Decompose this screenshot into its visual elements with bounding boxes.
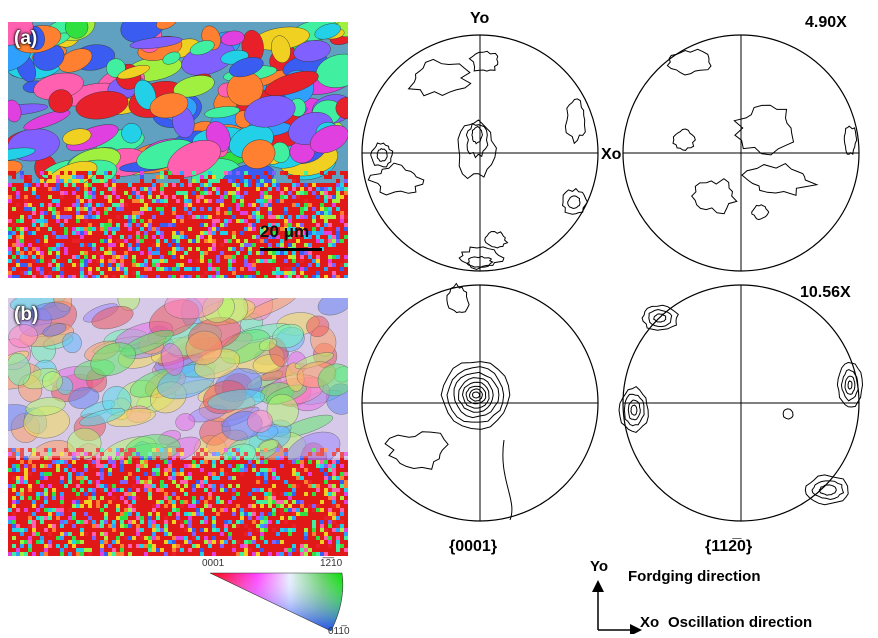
scale-bar — [260, 248, 322, 251]
ebsd-map-b-image — [8, 298, 348, 556]
pole-axis-xo-label: Xo — [601, 146, 622, 163]
pole-figures — [361, 34, 864, 522]
axes-key-arrows — [592, 580, 642, 634]
ipf-color-legend: 0001 1̅2̅10 011̅0 — [196, 556, 356, 638]
max-intensity-top: 4.90X — [805, 14, 847, 31]
ebsd-map-a-image — [8, 22, 348, 278]
ebsd-map-b: (b) — [8, 298, 348, 556]
panel-label-a: (a) — [14, 28, 38, 49]
pole-figure-0001-bottom — [361, 282, 599, 522]
panel-label-b: (b) — [14, 304, 39, 325]
key-x-symbol: Xo — [640, 614, 660, 631]
legend-corner-0110: 011̅0 — [328, 626, 350, 637]
key-x-text: Oscillation direction — [668, 614, 813, 631]
pole-figure-0001-top — [361, 34, 599, 272]
ipf-color-triangle — [209, 572, 344, 632]
plane-label-1120: {112̅0} — [705, 538, 753, 555]
key-y-symbol: Yo — [590, 558, 609, 575]
legend-corner-0001: 0001 — [202, 558, 225, 569]
max-intensity-bottom: 10.56X — [800, 284, 851, 301]
plane-label-0001: {0001} — [449, 538, 498, 555]
key-y-text: Fordging direction — [628, 568, 761, 585]
scale-bar-label: 20 μm — [260, 222, 310, 241]
pole-figure-1120-top — [622, 34, 860, 272]
pole-figure-1120-bottom — [618, 284, 864, 522]
pole-axis-yo-label: Yo — [470, 10, 490, 27]
ebsd-map-a: (a) 20 μm — [8, 22, 348, 278]
legend-corner-1210: 1̅2̅10 — [320, 558, 343, 569]
